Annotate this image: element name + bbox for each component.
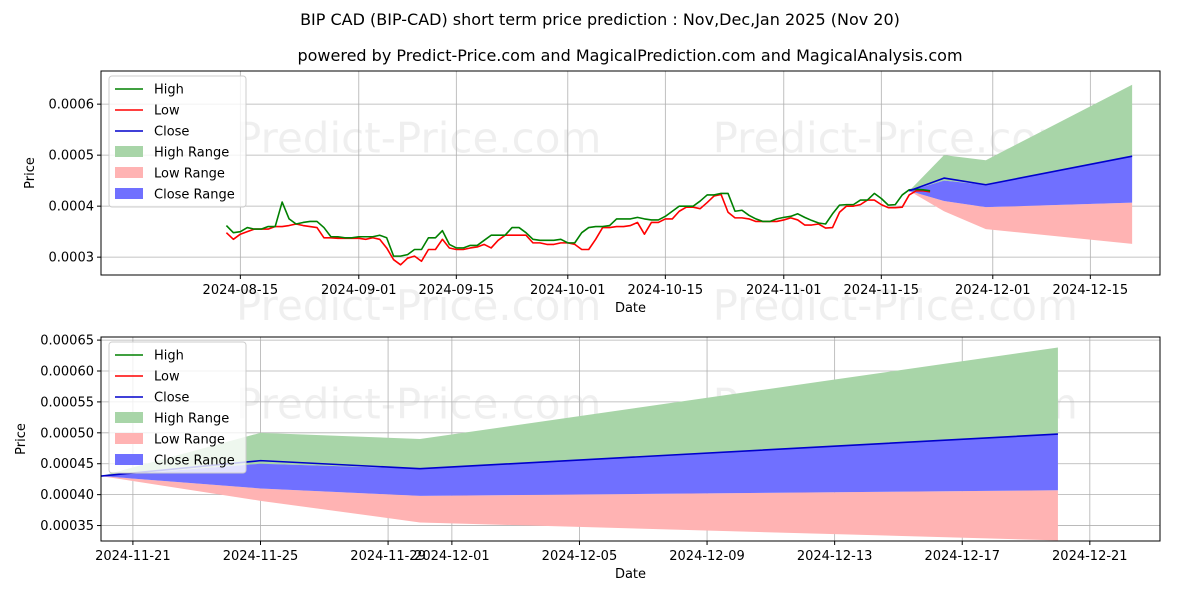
x-tick-label: 2024-12-17 <box>924 549 1000 564</box>
y-tick-label: 0.0005 <box>49 149 95 164</box>
y-axis-title: Price <box>23 157 38 189</box>
x-tick-label: 2024-11-29 <box>350 549 426 564</box>
y-tick-label: 0.00045 <box>40 457 94 472</box>
legend-swatch-high_range <box>115 146 143 157</box>
legend-box <box>108 341 247 474</box>
legend-swatch-low_range <box>115 167 143 178</box>
x-tick-label: 2024-10-01 <box>530 283 606 298</box>
x-axis-title: Date <box>615 301 646 316</box>
close-range-band <box>101 434 1058 496</box>
watermark-text: Predict-Price.com <box>236 114 601 163</box>
legend-label-high: High <box>154 83 184 98</box>
high-range-band <box>909 84 1133 191</box>
x-tick-label: 2024-12-05 <box>542 549 618 564</box>
plot-frame <box>100 70 1161 276</box>
low-series-line <box>225 190 931 266</box>
chart-subtitle: powered by Predict-Price.com and Magical… <box>297 46 962 65</box>
x-tick-label: 2024-11-25 <box>223 549 299 564</box>
y-axis-title: Price <box>14 423 29 455</box>
y-tick-label: 0.00050 <box>40 426 94 441</box>
legend-label-high_range: High Range <box>154 412 229 427</box>
x-tick-label: 2024-12-21 <box>1052 549 1128 564</box>
watermark-text: Predict-Price.com <box>713 281 1078 330</box>
watermark-text: Predict-Price.com <box>236 281 601 330</box>
x-tick-label: 2024-12-15 <box>1053 283 1129 298</box>
legend-swatch-close_range <box>115 454 143 465</box>
y-tick-label: 0.00035 <box>40 519 94 534</box>
y-tick-label: 0.0006 <box>49 98 95 113</box>
low-range-band <box>101 476 1058 541</box>
x-tick-label: 2024-11-15 <box>844 283 920 298</box>
y-tick-label: 0.00060 <box>40 365 94 380</box>
legend: High Low Close High Range Low Range Close Ran… <box>108 341 247 474</box>
legend-label-close: Close <box>154 125 189 140</box>
legend-label-close_range: Close Range <box>154 454 235 469</box>
legend-label-high_range: High Range <box>154 146 229 161</box>
x-tick-label: 2024-12-01 <box>955 283 1031 298</box>
legend-label-low_range: Low Range <box>154 433 225 448</box>
x-tick-label: 2024-11-01 <box>746 283 822 298</box>
watermark-text: Predict-Price.com <box>236 380 601 429</box>
top-price-chart: Predict-Price.com Predict-Price.com Predic… <box>23 70 1161 330</box>
legend: High Low Close High Range Low Range Close Ran… <box>108 75 247 208</box>
legend-swatch-high_range <box>115 412 143 423</box>
x-tick-label: 2024-09-15 <box>419 283 495 298</box>
chart-title: BIP CAD (BIP-CAD) short term price predi… <box>300 10 900 29</box>
legend-label-low_range: Low Range <box>154 167 225 182</box>
low-range-band <box>909 190 1133 244</box>
legend-swatch-close_range <box>115 188 143 199</box>
y-tick-label: 0.0004 <box>49 200 95 215</box>
close-series-line <box>908 155 1133 192</box>
legend-label-high: High <box>154 349 184 364</box>
y-tick-label: 0.00055 <box>40 395 94 410</box>
x-tick-label: 2024-08-15 <box>203 283 279 298</box>
legend-label-low: Low <box>154 370 180 385</box>
legend-box <box>108 75 247 208</box>
legend-label-close: Close <box>154 391 189 406</box>
close-range-band <box>909 156 1133 208</box>
legend-swatch-low_range <box>115 433 143 444</box>
x-axis-title: Date <box>615 567 646 582</box>
plot-frame <box>100 336 1161 542</box>
y-tick-label: 0.00040 <box>40 488 94 503</box>
x-tick-label: 2024-12-13 <box>797 549 873 564</box>
high-range-band <box>101 347 1058 477</box>
y-tick-label: 0.00065 <box>40 334 94 349</box>
high-series-line <box>225 188 931 257</box>
x-tick-label: 2024-09-01 <box>321 283 397 298</box>
plot-area <box>225 84 1133 266</box>
x-tick-label: 2024-12-09 <box>669 549 745 564</box>
x-tick-label: 2024-10-15 <box>628 283 704 298</box>
x-tick-label: 2024-12-01 <box>414 549 490 564</box>
bottom-forecast-chart: Predict-Price.comPredict-Price.com2024-1… <box>14 334 1161 582</box>
legend-label-low: Low <box>154 104 180 119</box>
legend-label-close_range: Close Range <box>154 188 235 203</box>
x-tick-label: 2024-11-21 <box>95 549 171 564</box>
y-tick-label: 0.0003 <box>49 251 95 266</box>
